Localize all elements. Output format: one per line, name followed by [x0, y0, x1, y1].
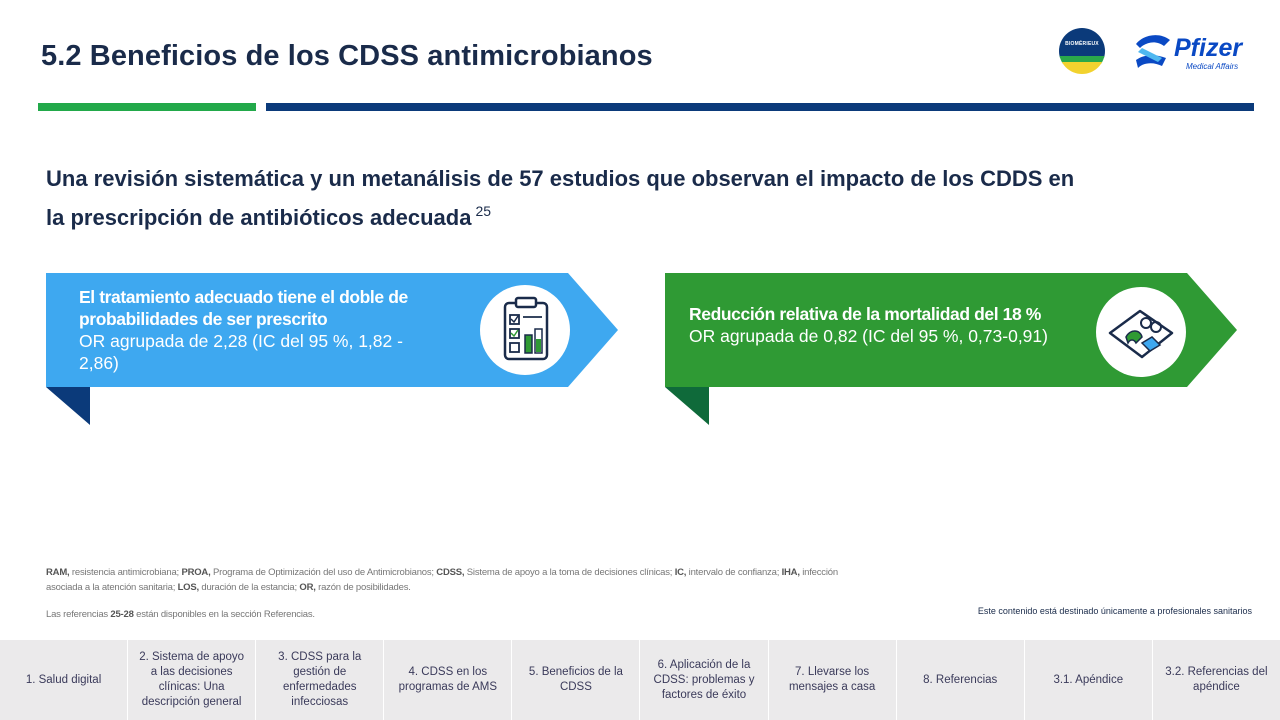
- abbr-term: IC,: [674, 567, 687, 578]
- abbr-term: LOS,: [177, 582, 200, 593]
- abbr-term: CDSS,: [436, 567, 465, 578]
- biomerieux-logo-text: BIOMÉRIEUX: [1065, 41, 1099, 47]
- nav-item-apendice[interactable]: 3.1. Apéndice: [1025, 640, 1153, 720]
- pfizer-logo-subtitle: Medical Affairs: [1186, 62, 1239, 71]
- divider-blue: [266, 103, 1254, 111]
- card-appropriate-treatment: El tratamiento adecuado tiene el doble d…: [46, 273, 622, 425]
- card-1-title: El tratamiento adecuado tiene el doble d…: [79, 287, 408, 329]
- references-note: Las referencias 25-28 están disponibles …: [46, 609, 315, 620]
- pfizer-logo-text: Pfizer: [1174, 34, 1243, 62]
- abbr-term: OR,: [299, 582, 316, 593]
- abbr-def: duración de la estancia;: [198, 582, 300, 593]
- card-2-title: Reducción relativa de la mortalidad del …: [689, 304, 1041, 324]
- abbr-def: Sistema de apoyo a la toma de decisiones…: [464, 567, 675, 578]
- nav-item-mensajes[interactable]: 7. Llevarse los mensajes a casa: [769, 640, 897, 720]
- abbr-def: intervalo de confianza;: [686, 567, 782, 578]
- abbreviations-footnote: RAM, resistencia antimicrobiana; PROA, P…: [46, 565, 846, 595]
- divider-green: [38, 103, 256, 111]
- abbr-def: infección asociada a la atención sanitar…: [46, 567, 838, 593]
- nav-item-cdss-ams[interactable]: 4. CDSS en los programas de AMS: [384, 640, 513, 720]
- nav-item-salud-digital[interactable]: 1. Salud digital: [0, 640, 129, 720]
- patient-bed-icon: [1096, 287, 1186, 377]
- card-1-detail: OR agrupada de 2,28 (IC del 95 %, 1,82 -…: [79, 331, 403, 373]
- clipboard-checklist-icon: [480, 285, 570, 375]
- section-nav: 1. Salud digital 2. Sistema de apoyo a l…: [0, 640, 1280, 720]
- nav-item-referencias-apendice[interactable]: 3.2. Referencias del apéndice: [1165, 666, 1268, 693]
- card-arrow-shape: [665, 273, 1237, 425]
- abbr-def: razón de posibilidades.: [315, 582, 411, 593]
- card-mortality-reduction: Reducción relativa de la mortalidad del …: [665, 273, 1241, 425]
- abbr-def: Programa de Optimización del uso de Anti…: [210, 567, 437, 578]
- nav-item-beneficios[interactable]: 5. Beneficios de la CDSS: [512, 640, 641, 720]
- card-arrow-shape: [46, 273, 618, 425]
- abbr-term: RAM,: [46, 567, 70, 578]
- disclaimer: Este contenido está destinado únicamente…: [977, 606, 1252, 616]
- headline: Una revisión sistemática y un metanálisi…: [46, 163, 1086, 234]
- nav-item-sistema-apoyo[interactable]: 2. Sistema de apoyo a las decisiones clí…: [128, 640, 257, 720]
- pfizer-helix-icon: [1136, 35, 1170, 68]
- nav-item-aplicacion[interactable]: 6. Aplicación de la CDSS: problemas y fa…: [640, 640, 769, 720]
- page-title: 5.2 Beneficios de los CDSS antimicrobian…: [41, 40, 653, 72]
- abbr-term: PROA,: [181, 567, 211, 578]
- abbr-term: IHA,: [781, 567, 800, 578]
- nav-item-cdss-enfermedades[interactable]: 3. CDSS para la gestión de enfermedades …: [256, 640, 385, 720]
- headline-text: Una revisión sistemática y un metanálisi…: [46, 166, 1075, 230]
- card-2-detail: OR agrupada de 0,82 (IC del 95 %, 0,73-0…: [689, 326, 1048, 346]
- references-range: 25-28: [110, 609, 134, 620]
- pfizer-logo: Pfizer Medical Affairs: [1132, 30, 1257, 76]
- biomerieux-logo: BIOMÉRIEUX: [1059, 28, 1105, 74]
- nav-item-referencias[interactable]: 8. Referencias: [897, 640, 1025, 720]
- abbr-def: resistencia antimicrobiana;: [69, 567, 182, 578]
- headline-ref: 25: [475, 203, 492, 219]
